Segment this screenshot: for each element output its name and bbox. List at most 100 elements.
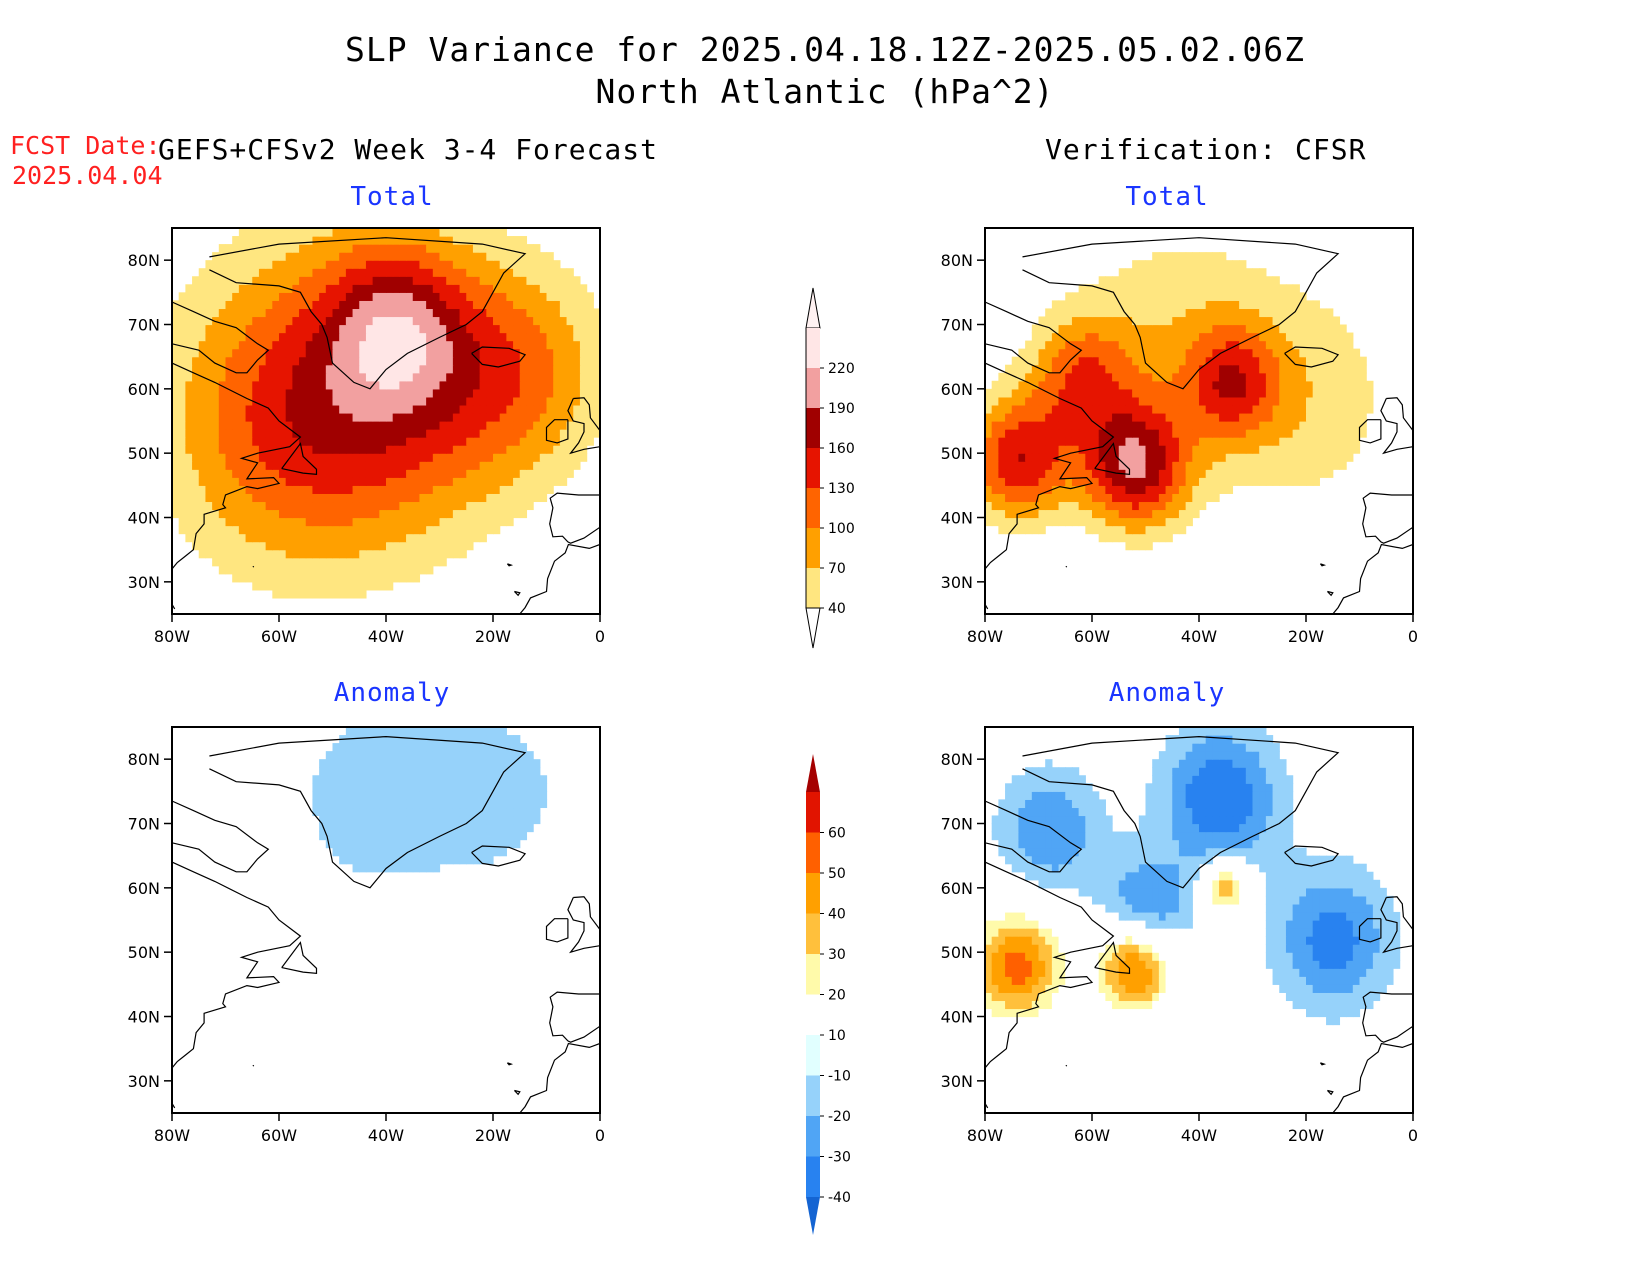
map-panel-verif-total: 30N 40N 50N 60N 70N 80N 80W 60W 40W 20W 0 — [941, 227, 1418, 646]
coastline — [471, 346, 527, 368]
lon-tick-label: 60W — [1074, 627, 1110, 646]
lat-tick-label: 40N — [128, 509, 160, 528]
map-panel-verif-anomaly: 30N 40N 50N 60N 70N 80N 80W 60W 40W 20W 0 — [941, 726, 1418, 1145]
colorbar-segment — [806, 792, 820, 833]
coastline — [549, 991, 600, 1043]
lat-tick-label: 80N — [941, 750, 973, 769]
colorbar-segment — [806, 1116, 820, 1157]
lon-tick-label: 60W — [1074, 1126, 1110, 1145]
coastline — [1284, 346, 1340, 368]
panel-title-verif-total: Total — [1125, 182, 1209, 212]
coastline — [545, 419, 569, 444]
lat-tick-label: 60N — [941, 380, 973, 399]
colorbar-segment — [806, 994, 820, 1035]
colorbar-label: 190 — [828, 401, 855, 417]
colorbar-label: 40 — [828, 907, 846, 923]
lon-tick-label: 20W — [475, 627, 511, 646]
lat-tick-label: 70N — [941, 815, 973, 834]
lon-tick-label: 0 — [595, 627, 605, 646]
lat-tick-label: 30N — [128, 573, 160, 592]
coastline — [172, 362, 302, 570]
coastline — [519, 1042, 600, 1113]
coastline — [172, 800, 270, 873]
coastline — [985, 800, 1083, 873]
lat-tick-label: 30N — [941, 573, 973, 592]
coastlines — [985, 735, 1413, 1113]
colorbar-label: 20 — [828, 988, 846, 1004]
colorbar-label: -40 — [828, 1190, 851, 1206]
lon-tick-label: 40W — [368, 1126, 404, 1145]
colorbar-segment — [806, 488, 820, 528]
coastline — [567, 397, 600, 455]
colorbar-label: 130 — [828, 481, 855, 497]
shaded-field — [985, 252, 1374, 551]
coastline — [1358, 419, 1382, 444]
coastline — [1022, 237, 1340, 390]
coastline — [1022, 735, 1340, 889]
lat-tick-label: 60N — [128, 879, 160, 898]
colorbar-segment — [806, 1075, 820, 1116]
coastline — [252, 565, 255, 568]
lat-tick-label: 80N — [128, 750, 160, 769]
lon-tick-label: 60W — [261, 627, 297, 646]
colorbar-anomaly: -40 -30 -20 -10 10 20 30 40 50 60 — [806, 754, 851, 1235]
coastline — [1332, 1042, 1413, 1113]
lat-tick-label: 50N — [128, 444, 160, 463]
lat-tick-label: 50N — [128, 943, 160, 962]
coastline — [1094, 442, 1131, 476]
coastline — [281, 941, 318, 975]
panel-title-verif-anomaly: Anomaly — [1108, 678, 1226, 708]
panel-title-fcst-total: Total — [350, 182, 434, 212]
coastline — [513, 1089, 521, 1096]
right-column-header: Verification: CFSR — [1045, 133, 1367, 166]
lon-tick-label: 0 — [1408, 627, 1418, 646]
coastline — [545, 918, 569, 943]
coastline — [1094, 941, 1131, 975]
colorbar-label: 50 — [828, 866, 846, 882]
colorbar-segment — [806, 408, 820, 448]
coastline — [985, 301, 1083, 374]
lon-tick-label: 80W — [154, 627, 190, 646]
coastline — [506, 1062, 514, 1066]
colorbar-segment — [806, 873, 820, 914]
colorbar-label: -20 — [828, 1109, 851, 1125]
coastline — [1326, 590, 1334, 597]
lon-tick-label: 40W — [368, 627, 404, 646]
coastline — [1332, 543, 1413, 614]
coastline — [172, 301, 270, 374]
lat-tick-label: 70N — [128, 316, 160, 335]
map-panel-fcst-total: 30N 40N 50N 60N 70N 80N 80W 60W 40W 20W 0 — [128, 227, 605, 646]
lat-tick-label: 50N — [941, 444, 973, 463]
coastline — [1362, 991, 1413, 1043]
colorbar-label: 30 — [828, 947, 846, 963]
colorbar-label: 100 — [828, 521, 855, 537]
coastlines — [172, 237, 600, 614]
left-column-header: GEFS+CFSv2 Week 3-4 Forecast — [158, 133, 659, 166]
lat-tick-label: 70N — [941, 316, 973, 335]
coastline — [1380, 397, 1413, 455]
lon-tick-label: 20W — [1288, 627, 1324, 646]
colorbar-segment — [806, 448, 820, 488]
coastline — [209, 237, 527, 390]
coastline — [281, 442, 318, 476]
coastline — [506, 563, 514, 567]
lat-tick-label: 60N — [128, 380, 160, 399]
colorbar-segment — [806, 1035, 820, 1076]
colorbar-segment — [806, 954, 820, 995]
coastline — [1319, 1062, 1327, 1066]
colorbar-label: 70 — [828, 561, 846, 577]
colorbar-label: 220 — [828, 361, 855, 377]
colorbar-top-arrow — [806, 754, 820, 792]
map-panel-fcst-anomaly: 30N 40N 50N 60N 70N 80N 80W 60W 40W 20W 0 — [128, 726, 605, 1145]
lon-tick-label: 40W — [1181, 627, 1217, 646]
colorbar-bottom-arrow — [806, 1197, 820, 1235]
lon-tick-label: 40W — [1181, 1126, 1217, 1145]
coastline — [209, 735, 527, 889]
coastline — [1326, 1089, 1334, 1096]
fcst-label: FCST Date: — [10, 131, 161, 160]
coastline — [513, 590, 521, 597]
coastline — [1065, 1064, 1068, 1067]
colorbar-segment — [806, 568, 820, 608]
lon-tick-label: 60W — [261, 1126, 297, 1145]
